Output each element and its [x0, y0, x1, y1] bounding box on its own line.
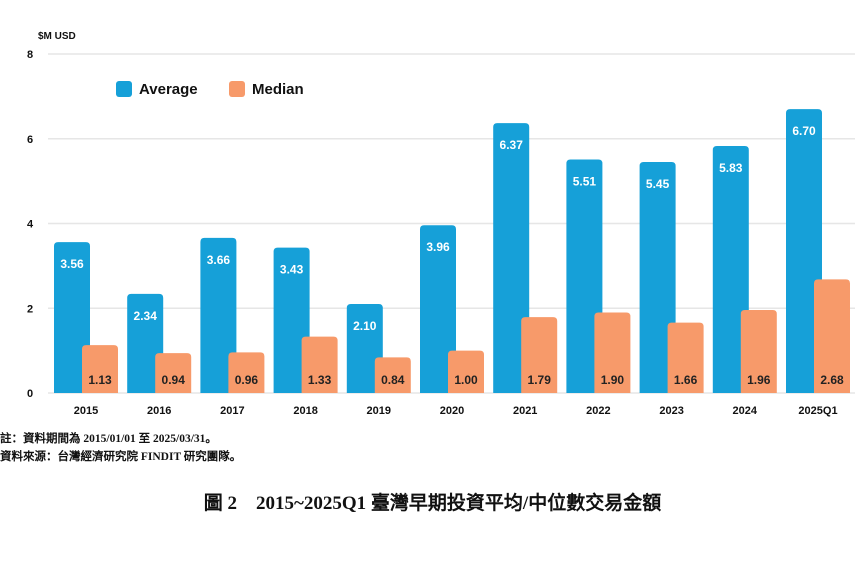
- data-label-median: 1.96: [747, 373, 771, 387]
- bar-median: [228, 352, 265, 393]
- y-tick-label: 6: [27, 134, 33, 146]
- x-tick-label: 2015: [74, 405, 98, 417]
- bar-median: [448, 350, 484, 393]
- data-label-average: 3.43: [280, 263, 304, 277]
- bar-average: [273, 247, 310, 393]
- data-label-average: 3.96: [426, 240, 450, 254]
- x-tick-label: 2022: [586, 405, 610, 417]
- bar-average: [420, 225, 456, 393]
- data-label-median: 1.79: [528, 373, 552, 387]
- x-tick-label: 2024: [733, 405, 758, 417]
- x-tick-label: 2020: [440, 405, 464, 417]
- legend-label: Average: [139, 81, 198, 98]
- data-label-average: 6.70: [792, 124, 816, 138]
- data-label-median: 0.84: [381, 373, 405, 387]
- bar-median: [667, 322, 704, 393]
- bar-average: [346, 304, 383, 393]
- y-tick-label: 4: [27, 219, 34, 231]
- bar-median: [814, 279, 850, 393]
- data-label-average: 3.66: [207, 253, 231, 267]
- x-tick-label: 2018: [293, 405, 317, 417]
- bar-median: [740, 309, 777, 393]
- data-label-median: 0.94: [162, 373, 186, 387]
- data-label-average: 5.51: [573, 175, 597, 189]
- data-label-average: 5.45: [646, 177, 670, 191]
- x-tick-label: 2017: [220, 405, 244, 417]
- bar-average: [493, 123, 530, 393]
- data-label-median: 1.90: [601, 373, 625, 387]
- x-tick-label: 2021: [513, 405, 537, 417]
- legend-swatch: [229, 81, 245, 97]
- bar-chart: $M USD 0 2 4 6 8 Average Median 3.56 1.13 2015 2.34…: [27, 31, 855, 417]
- bar-average: [712, 145, 749, 393]
- data-label-average: 2.34: [134, 309, 158, 323]
- bar-average: [786, 109, 822, 394]
- data-label-average: 6.37: [500, 138, 524, 152]
- y-tick-label: 0: [27, 388, 33, 400]
- bar-median: [521, 317, 558, 393]
- bar-average: [566, 159, 603, 393]
- data-label-median: 0.96: [235, 373, 259, 387]
- data-label-median: 2.68: [820, 373, 844, 387]
- y-tick-label: 2: [27, 303, 33, 315]
- bar-median: [82, 345, 118, 393]
- data-label-median: 1.13: [88, 373, 112, 387]
- y-axis-label: $M USD: [38, 31, 76, 42]
- data-label-median: 1.66: [674, 373, 698, 387]
- data-label-average: 2.10: [353, 319, 377, 333]
- data-label-median: 1.33: [308, 373, 332, 387]
- bar-median: [301, 336, 338, 393]
- y-tick-label: 8: [27, 49, 33, 61]
- x-tick-label: 2019: [367, 405, 391, 417]
- x-tick-label: 2025Q1: [798, 405, 837, 417]
- bar-median: [374, 357, 411, 393]
- data-label-average: 5.83: [719, 161, 743, 175]
- bar-median: [155, 353, 192, 393]
- bar-average: [54, 242, 90, 393]
- bar-average: [127, 293, 164, 393]
- data-label-median: 1.00: [454, 373, 478, 387]
- legend-swatch: [116, 81, 132, 97]
- note-period: 註：資料期間為 2015/01/01 至 2025/03/31。: [0, 433, 217, 445]
- x-tick-label: 2023: [659, 405, 683, 417]
- bar-average: [639, 162, 676, 393]
- x-tick-label: 2016: [147, 405, 171, 417]
- figure-caption: 圖 2 2015~2025Q1 臺灣早期投資平均/中位數交易金額: [203, 493, 662, 514]
- legend-label: Median: [252, 81, 304, 98]
- bar-average: [200, 237, 237, 393]
- bar-median: [594, 312, 631, 393]
- note-source: 資料來源：台灣經濟研究院 FINDIT 研究團隊。: [0, 451, 242, 463]
- data-label-average: 3.56: [60, 257, 84, 271]
